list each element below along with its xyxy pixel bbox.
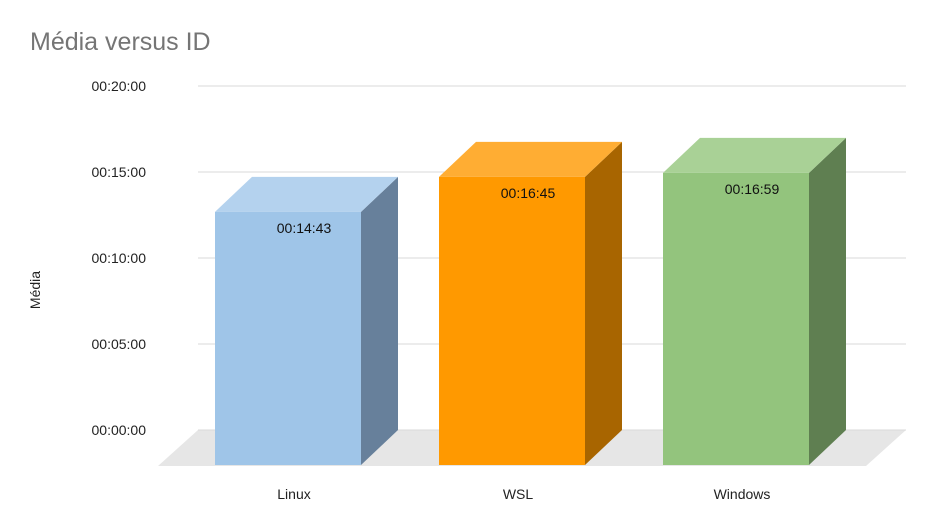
y-axis-title: Média bbox=[27, 271, 43, 309]
data-label: 00:16:59 bbox=[725, 181, 780, 197]
bar-linux: 00:14:43 bbox=[215, 176, 398, 465]
category-labels: Linux WSL Windows bbox=[277, 486, 770, 502]
y-tick-label: 00:15:00 bbox=[92, 164, 147, 180]
x-category-label: Windows bbox=[714, 486, 771, 502]
bar-wsl: 00:16:45 bbox=[439, 141, 622, 465]
data-label: 00:14:43 bbox=[277, 220, 332, 236]
data-label: 00:16:45 bbox=[501, 185, 556, 201]
bar-top bbox=[439, 141, 622, 177]
chart-title: Média versus ID bbox=[30, 28, 211, 56]
y-tick-label: 00:00:00 bbox=[92, 422, 147, 438]
bar-top bbox=[215, 176, 398, 212]
bar-side bbox=[585, 141, 622, 465]
x-category-label: Linux bbox=[277, 486, 310, 502]
y-tick-label: 00:05:00 bbox=[92, 336, 147, 352]
bar-side bbox=[809, 137, 846, 466]
bar-windows: 00:16:59 bbox=[663, 137, 846, 466]
bar-side bbox=[361, 176, 398, 465]
bar-front bbox=[663, 172, 809, 466]
bars: 00:14:43 00:16:45 00:16:59 bbox=[215, 137, 846, 466]
bar-top bbox=[663, 137, 846, 173]
bar-front bbox=[439, 176, 585, 465]
y-tick-label: 00:10:00 bbox=[92, 250, 147, 266]
bar-front bbox=[215, 211, 361, 465]
x-category-label: WSL bbox=[503, 486, 534, 502]
y-tick-label: 00:20:00 bbox=[92, 78, 147, 94]
y-axis-ticks: 00:00:00 00:05:00 00:10:00 00:15:00 00:20:00 bbox=[92, 78, 147, 438]
